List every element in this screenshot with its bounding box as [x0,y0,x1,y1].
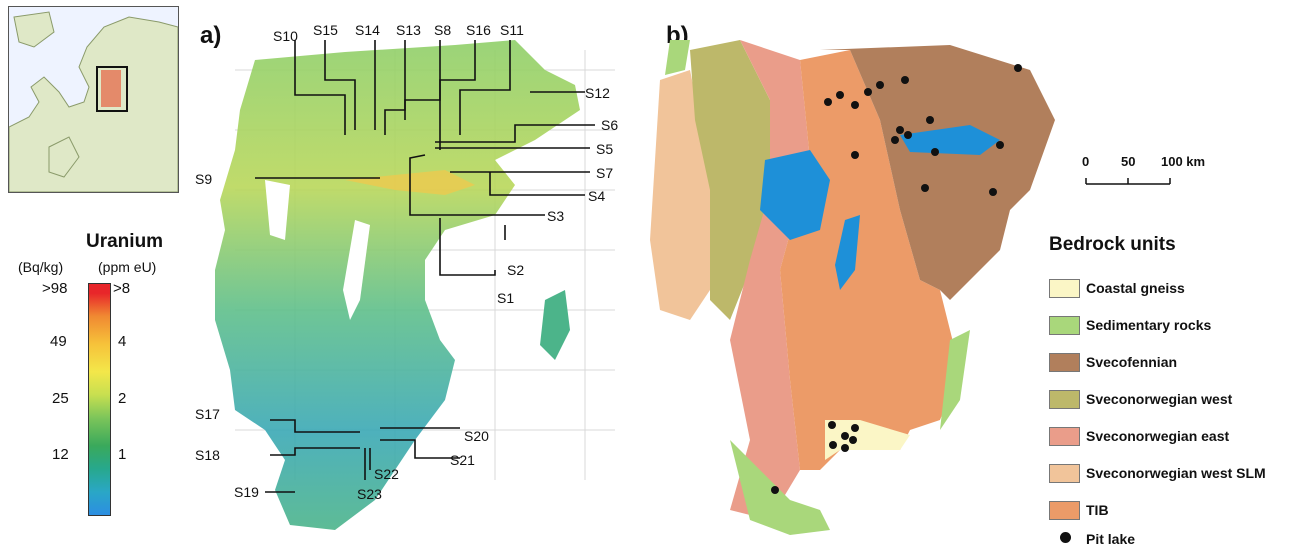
scale-bar [1085,178,1171,185]
site-label-s3: S3 [547,208,565,224]
site-label-s4: S4 [588,188,606,204]
legend-swatch-sedimentary [1049,316,1080,335]
site-label-s1: S1 [497,290,515,306]
site-label-s17: S17 [195,406,220,422]
legend-item-coastal-gneiss: Coastal gneiss [1049,279,1299,298]
site-label-s21: S21 [450,452,475,468]
tick-bq-12: 12 [52,446,69,463]
legend-label-svecofennian: Svecofennian [1086,354,1178,370]
legend-label-pit-lake: Pit lake [1086,531,1136,547]
legend-label-tib: TIB [1086,502,1109,518]
region-sedimentary-island [940,330,970,430]
pit-lake-dot-icon [1060,532,1071,543]
legend-label-coastal-gneiss: Coastal gneiss [1086,280,1185,296]
legend-swatch-sveconorwegian-east [1049,427,1080,446]
lake-malaren [900,125,1000,155]
tick-ppm-2: 2 [118,390,127,407]
tick-bq-98: >98 [42,280,68,297]
legend-swatch-sveconorwegian-west-slm [1049,464,1080,483]
legend-label-sveconorwegian-west-slm: Sveconorwegian west SLM [1086,465,1266,481]
site-label-s18: S18 [195,447,220,463]
site-label-s23: S23 [357,486,382,502]
sweden-uranium-coverage [215,40,580,530]
tick-ppm-8: >8 [113,280,131,297]
uranium-colorbar [88,283,111,516]
site-label-s13: S13 [396,22,421,38]
site-label-s15: S15 [313,22,338,38]
sweden-highlight [101,70,121,107]
tick-bq-49: 49 [50,333,67,350]
site-label-s22: S22 [374,466,399,482]
legend-label-sveconorwegian-west: Sveconorwegian west [1086,391,1233,407]
legend-label-sedimentary: Sedimentary rocks [1086,317,1212,333]
locator-frame [96,66,128,112]
uranium-unit-ppm: (ppm eU) [98,259,157,275]
site-label-s10: S10 [273,28,298,44]
legend-item-sveconorwegian-west-slm: Sveconorwegian west SLM [1049,464,1299,483]
legend-swatch-svecofennian [1049,353,1080,372]
panel-a-label: a) [200,22,222,49]
legend-swatch-tib [1049,501,1080,520]
site-label-s7: S7 [596,165,614,181]
scale-label-50: 50 [1121,154,1136,169]
site-label-s16: S16 [466,22,491,38]
site-label-s20: S20 [464,428,489,444]
legend-label-sveconorwegian-east: Sveconorwegian east [1086,428,1230,444]
legend-swatch-sveconorwegian-west [1049,390,1080,409]
lake-vattern [835,215,860,290]
region-svecofennian [820,45,1055,300]
region-sveconorwegian-west-slm [650,70,710,320]
scale-label-100km: 100 km [1161,154,1206,169]
tick-ppm-1: 1 [118,446,127,463]
legend-item-pit-lake: Pit lake [1049,529,1299,548]
region-tib [780,50,960,470]
tick-ppm-4: 4 [118,333,127,350]
site-label-s14: S14 [355,22,380,38]
site-label-s19: S19 [234,484,259,500]
legend-item-svecofennian: Svecofennian [1049,353,1299,372]
gotland-island [540,290,570,360]
site-label-s2: S2 [507,262,525,278]
legend-item-tib: TIB [1049,501,1299,520]
site-label-s5: S5 [596,141,614,157]
bedrock-map [650,40,1055,535]
legend-item-sveconorwegian-east: Sveconorwegian east [1049,427,1299,446]
site-label-s11: S11 [500,22,524,38]
scale-label-0: 0 [1082,154,1090,169]
site-label-s8: S8 [434,22,452,38]
uranium-unit-bq: (Bq/kg) [18,259,64,275]
bedrock-legend-title: Bedrock units [1049,234,1176,255]
region-sedimentary-north [665,40,690,75]
site-label-s9: S9 [195,171,213,187]
site-label-s12: S12 [585,85,610,101]
legend-item-sedimentary: Sedimentary rocks [1049,316,1299,335]
pit-lake-markers [771,64,1022,494]
region-sedimentary-south [730,440,830,535]
legend-swatch-coastal-gneiss [1049,279,1080,298]
uranium-map [215,40,615,530]
site-label-s6: S6 [601,117,619,133]
region-sveconorwegian-west [690,40,770,320]
tick-bq-25: 25 [52,390,69,407]
europe-locator-map [8,6,179,193]
lake-vanern [760,150,830,240]
legend-item-sveconorwegian-west: Sveconorwegian west [1049,390,1299,409]
uranium-title: Uranium [86,231,164,252]
